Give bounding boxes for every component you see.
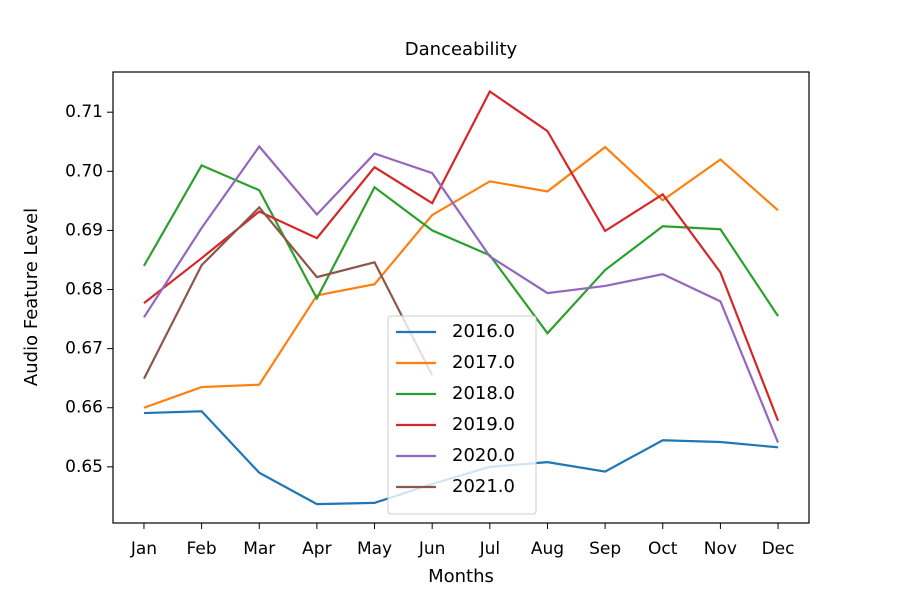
series-line	[143, 144, 780, 444]
x-tick-label: May	[357, 539, 392, 559]
x-tick-label: Apr	[302, 539, 331, 559]
x-tick-label: Aug	[531, 539, 564, 559]
y-tick-label: 0.69	[65, 220, 103, 240]
legend-label: 2017.0	[452, 352, 515, 373]
legend-label: 2020.0	[452, 445, 515, 466]
series-line	[143, 163, 779, 335]
y-tick-label: 0.65	[65, 457, 103, 477]
x-axis-label: Months	[428, 566, 494, 587]
legend-box	[387, 315, 537, 515]
legend-label: 2019.0	[452, 414, 515, 435]
y-tick-label: 0.70	[65, 161, 103, 181]
legend-label: 2016.0	[452, 321, 515, 342]
x-tick-label: Sep	[589, 539, 621, 559]
x-tick-label: Jul	[479, 539, 501, 559]
series-line	[143, 145, 779, 409]
legend: 2016.0 2017.0 2018.0 2019.0 2020.0 2021.0	[387, 315, 537, 515]
x-tick-label: Mar	[243, 539, 275, 559]
y-axis-label: Audio Feature Level	[21, 208, 42, 386]
x-tick-label: Jun	[418, 539, 446, 559]
y-tick-label: 0.68	[65, 280, 103, 300]
chart-title: Danceability	[405, 39, 518, 60]
legend-label: 2018.0	[452, 383, 515, 404]
x-tick-label: Dec	[762, 539, 795, 559]
x-tick-label: Feb	[187, 539, 217, 559]
x-tick-label: Nov	[704, 539, 737, 559]
x-tick-label: Jan	[130, 539, 157, 559]
series-line	[142, 205, 434, 380]
x-tick-label: Oct	[648, 539, 678, 559]
y-tick-label: 0.67	[65, 339, 103, 359]
y-tick-label: 0.71	[65, 102, 103, 122]
y-tick-label: 0.66	[65, 398, 103, 418]
series-line	[143, 89, 780, 422]
plot-frame	[112, 71, 810, 524]
legend-label: 2021.0	[452, 476, 515, 497]
